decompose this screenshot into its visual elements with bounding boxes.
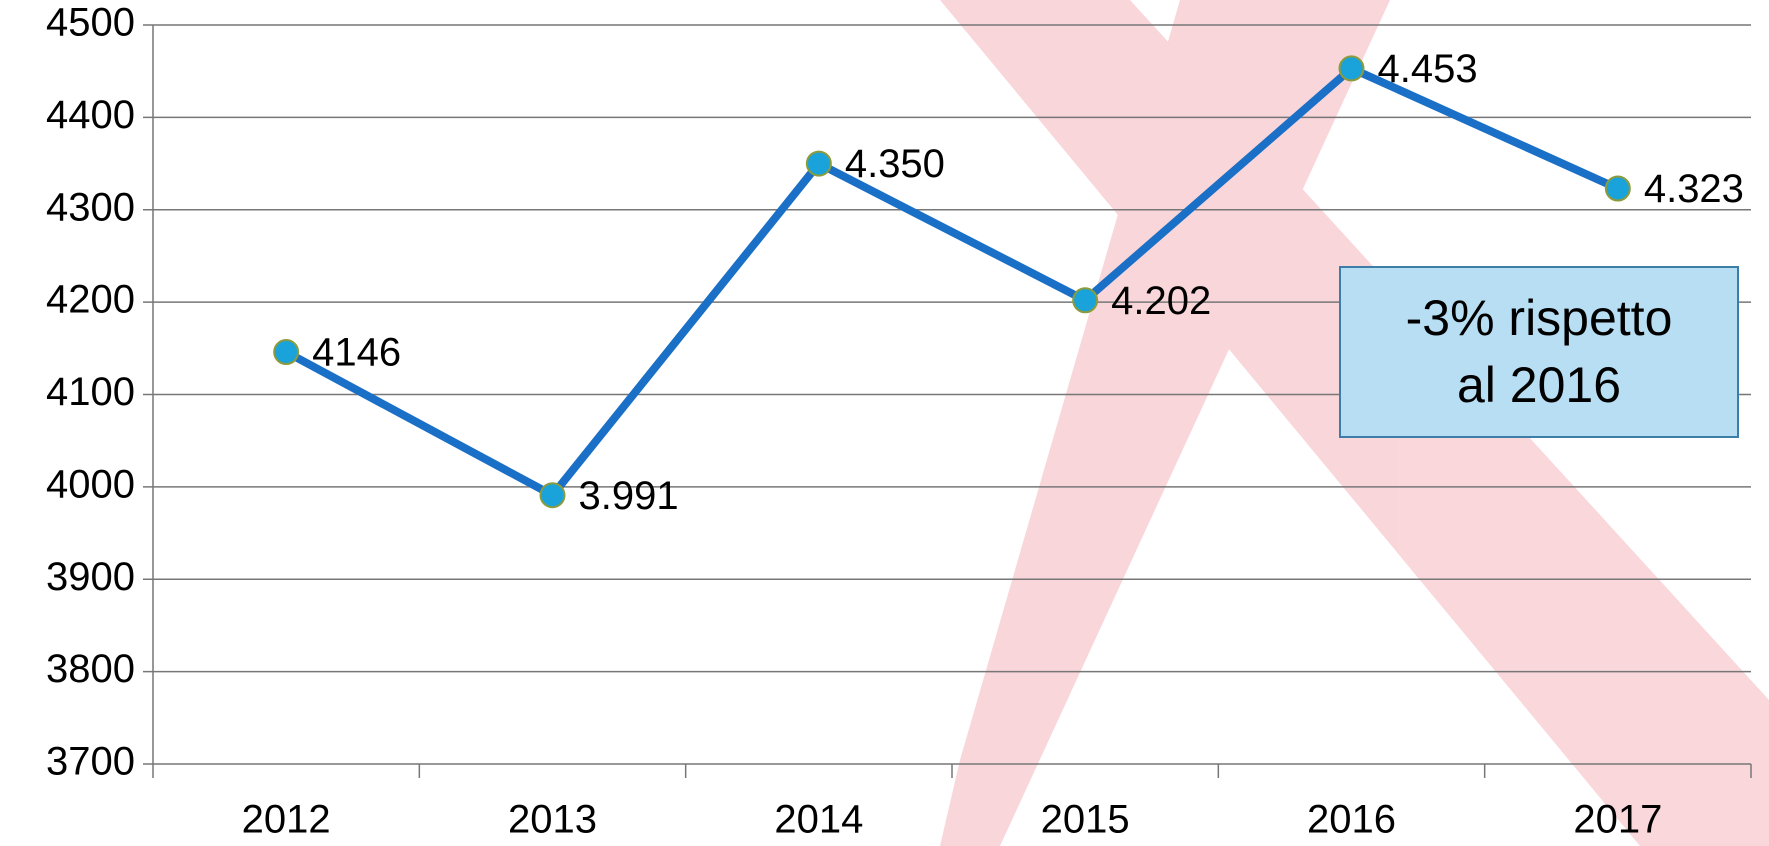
marker xyxy=(1604,175,1631,202)
y-tick-label: 4500 xyxy=(46,1,135,45)
data-label: 4.453 xyxy=(1378,47,1478,91)
marker xyxy=(805,150,832,177)
y-tick-label: 3800 xyxy=(46,647,135,691)
y-tick-label: 4300 xyxy=(46,185,135,229)
annotation: -3% rispetto al 2016 xyxy=(1339,266,1739,438)
x-tick-label: 2012 xyxy=(242,798,331,842)
data-label: 4.202 xyxy=(1111,279,1211,323)
x-tick-label: 2014 xyxy=(774,798,863,842)
y-tick-label: 4200 xyxy=(46,278,135,322)
x-tick-label: 2015 xyxy=(1041,798,1130,842)
marker xyxy=(273,339,300,366)
x-tick-label: 2013 xyxy=(508,798,597,842)
y-tick-label: 3700 xyxy=(46,740,135,784)
marker xyxy=(1338,55,1365,82)
data-label: 3.991 xyxy=(579,474,679,518)
data-label: 4.350 xyxy=(845,142,945,186)
marker xyxy=(1072,287,1099,314)
x-tick-label: 2017 xyxy=(1573,798,1662,842)
y-tick-label: 3900 xyxy=(46,555,135,599)
y-tick-label: 4000 xyxy=(46,462,135,506)
data-label: 4146 xyxy=(312,331,401,375)
line xyxy=(284,64,1620,500)
y-tick-label: 4100 xyxy=(46,370,135,414)
y-tick-label: 4400 xyxy=(46,93,135,137)
x-tick-label: 2016 xyxy=(1307,798,1396,842)
data-label: 4.323 xyxy=(1644,167,1744,211)
marker xyxy=(539,482,566,509)
